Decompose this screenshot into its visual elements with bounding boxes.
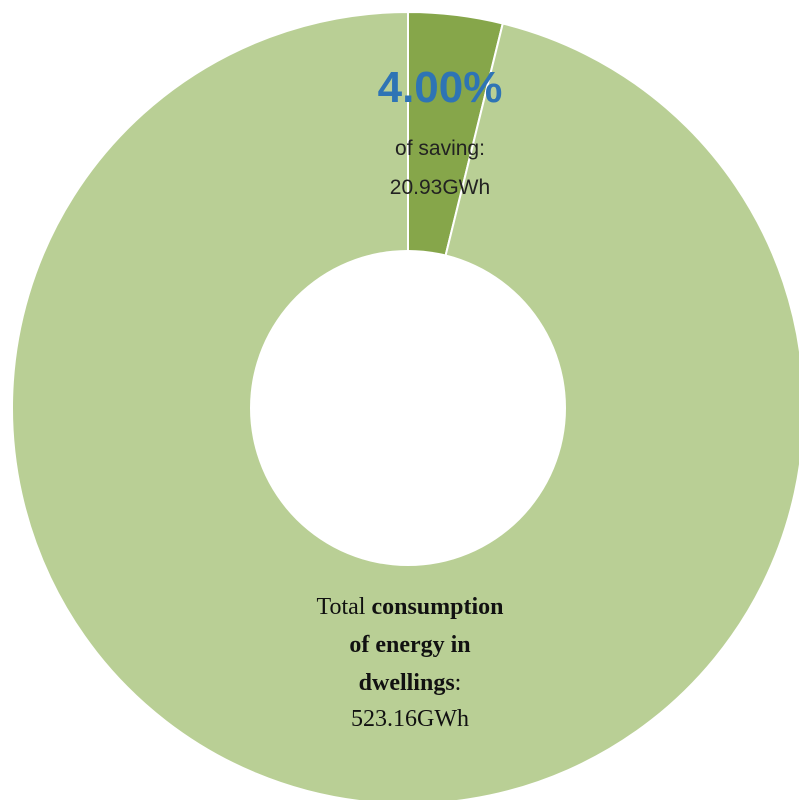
total-label-line-1: Total consumption: [240, 592, 580, 622]
total-value-label: 523.16GWh: [351, 706, 469, 732]
donut-hole: [250, 250, 566, 566]
saving-value-label: 20.93GWh: [389, 176, 491, 199]
saving-label: of saving:: [395, 137, 485, 160]
total-label-line-3: dwellings:: [358, 670, 462, 696]
total-label-line-2: of energy in: [349, 632, 471, 658]
total-label-bold: consumption: [371, 594, 504, 620]
total-label-prefix: Total: [316, 594, 366, 620]
saving-percent-label: 4.00%: [377, 63, 503, 112]
